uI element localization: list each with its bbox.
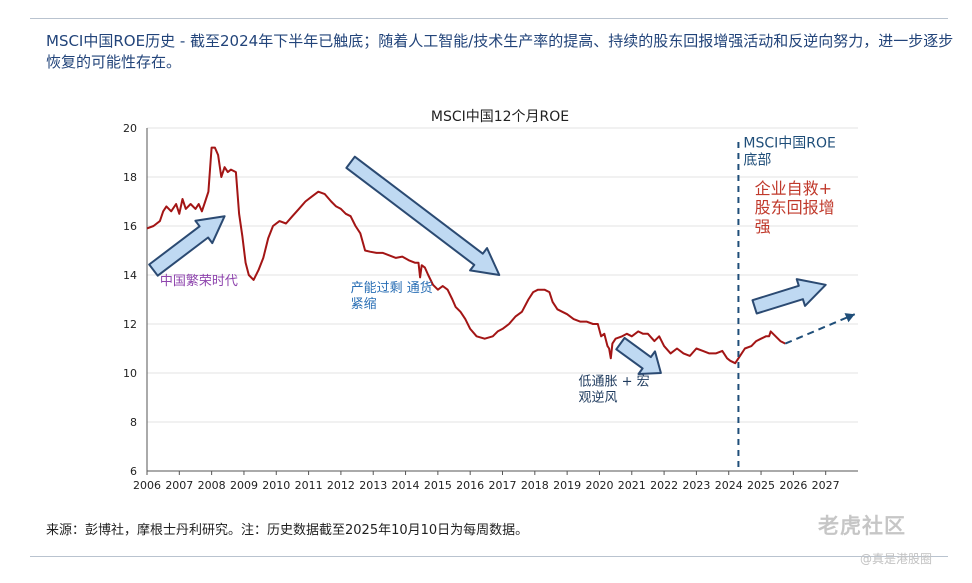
top-divider <box>30 18 948 19</box>
annotation-self-rescue: 企业自救+股东回报增强 <box>755 179 835 236</box>
y-tick-label: 10 <box>123 367 137 380</box>
x-tick-label: 2017 <box>489 479 517 492</box>
watermark-brand: 老虎社区 <box>818 514 906 538</box>
annotation-self-rescue-line: 强 <box>755 217 771 236</box>
y-tick-label: 12 <box>123 318 137 331</box>
x-tick-label: 2020 <box>585 479 613 492</box>
annotation-self-rescue-line: 企业自救+ <box>755 179 832 198</box>
arrow-boom-up <box>148 215 226 277</box>
source-note: 来源：彭博社，摩根士丹利研究。注：历史数据截至2025年10月10日为每周数据。 <box>46 523 529 538</box>
x-tick-label: 2023 <box>682 479 710 492</box>
annotation-china-boom-line: 中国繁荣时代 <box>160 273 238 289</box>
x-tick-label: 2008 <box>198 479 226 492</box>
bottom-marker-label-line: MSCI中国ROE <box>743 136 835 152</box>
bottom-marker: MSCI中国ROE 底部 <box>737 136 836 471</box>
gridlines <box>147 127 858 423</box>
y-tick-label: 20 <box>123 122 137 135</box>
x-tick-label: 2019 <box>553 479 581 492</box>
x-tick-label: 2012 <box>327 479 355 492</box>
page-heading: MSCI中国ROE历史 - 截至2024年下半年已触底；随着人工智能/技术生产率… <box>46 32 954 71</box>
x-tick-label: 2026 <box>779 479 807 492</box>
annotation-low-inflation-line: 低通胀 + 宏 <box>578 374 649 389</box>
forecast-dashed-line <box>784 313 856 345</box>
x-tick-label: 2022 <box>650 479 678 492</box>
x-tick-label: 2021 <box>618 479 646 492</box>
forecast-arrowhead <box>844 313 855 323</box>
y-tick-label: 8 <box>130 416 137 429</box>
x-tick-label: 2025 <box>747 479 775 492</box>
y-tick-label: 18 <box>123 171 137 184</box>
x-tick-labels: 2006 2007 2008 2009 2010 2011 2012 2013 2014 2015… <box>133 479 840 492</box>
x-tick-label: 2006 <box>133 479 161 492</box>
axes <box>146 128 858 475</box>
watermark-handle: @真是港股圈 <box>860 552 933 566</box>
chart-title: MSCI中国12个月ROE <box>431 109 569 125</box>
arrow-recovery-up <box>751 278 827 315</box>
annotation-overcapacity-line: 紧缩 <box>351 296 377 312</box>
trend-arrows <box>148 155 827 375</box>
y-tick-labels: 6 8 10 12 14 16 18 20 <box>123 122 137 478</box>
roe-series-line <box>146 146 786 365</box>
x-tick-label: 2027 <box>812 479 840 492</box>
bottom-marker-label: MSCI中国ROE 底部 <box>743 136 835 169</box>
x-tick-label: 2016 <box>456 479 484 492</box>
y-tick-label: 14 <box>123 269 137 282</box>
x-tick-label: 2013 <box>359 479 387 492</box>
x-tick-label: 2014 <box>392 479 420 492</box>
annotation-low-inflation-line: 观逆风 <box>578 389 617 405</box>
x-tick-label: 2009 <box>230 479 258 492</box>
x-tick-label: 2024 <box>715 479 743 492</box>
arrow-overcapacity-down <box>345 155 501 276</box>
annotation-china-boom: 中国繁荣时代 <box>160 273 238 289</box>
x-tick-label: 2011 <box>295 479 323 492</box>
x-tick-label: 2015 <box>424 479 452 492</box>
arrow-lowinflation-down <box>615 336 662 375</box>
annotation-overcapacity: 产能过剩 通货紧缩 <box>351 280 433 312</box>
annotation-low-inflation: 低通胀 + 宏观逆风 <box>578 374 649 405</box>
y-tick-label: 16 <box>123 220 137 233</box>
annotation-self-rescue-line: 股东回报增 <box>755 198 835 217</box>
bottom-divider <box>30 556 948 557</box>
x-tick-label: 2007 <box>165 479 193 492</box>
x-tick-label: 2010 <box>262 479 290 492</box>
x-tick-label: 2018 <box>521 479 549 492</box>
series-layer <box>146 146 856 365</box>
y-tick-label: 6 <box>130 465 137 478</box>
annotation-overcapacity-line: 产能过剩 通货 <box>351 280 433 296</box>
bottom-marker-label-line: 底部 <box>743 153 771 169</box>
